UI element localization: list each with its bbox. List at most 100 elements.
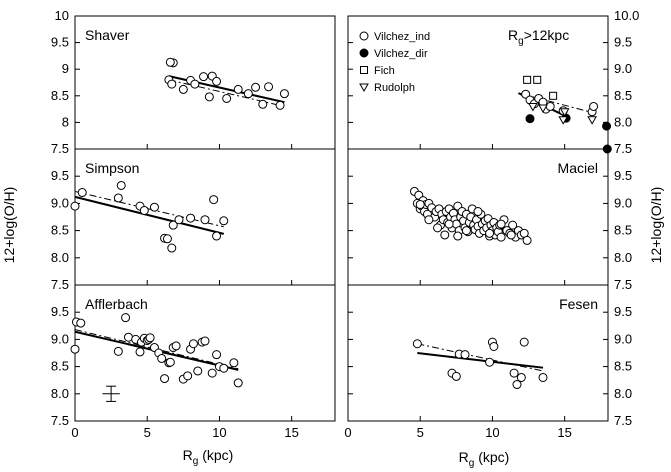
data-point	[160, 374, 170, 384]
data-point	[200, 215, 210, 225]
y-tick-label: 9.0	[614, 331, 632, 346]
panel-title: Maciel	[558, 160, 598, 176]
x-axis-label-right: Rg (kpc)	[459, 449, 510, 469]
data-point	[589, 101, 599, 111]
error-bar	[102, 385, 120, 402]
data-point	[549, 91, 558, 100]
data-point	[485, 357, 495, 367]
panel-title: Simpson	[85, 160, 139, 176]
data-point	[171, 341, 181, 351]
panel-afflerbach: 7.5 8.0 8.5 9.0 9.5 0 5 10 15 Afflerbach	[51, 284, 336, 440]
data-point	[602, 121, 612, 131]
data-point	[70, 344, 80, 354]
data-point	[489, 341, 499, 351]
fit-line-dashed	[74, 190, 224, 228]
y-tick-label: 9.0	[614, 61, 632, 76]
panel-r: 7.58.08.59.09.510.0Rg>12kpcVilchez_indVi…	[347, 8, 639, 156]
data-point	[453, 231, 463, 241]
panel-simpson: 7.5 8.0 8.5 9.0 9.5 Simpson	[51, 148, 336, 292]
panel-title: Afflerbach	[85, 296, 148, 312]
x-axis-label-left-main: R	[183, 447, 193, 463]
y-tick-label: 7.5	[51, 277, 69, 292]
data-point	[188, 339, 198, 349]
panel-title-sub: g	[518, 36, 524, 47]
data-point	[533, 75, 542, 84]
x-axis-label-right-unit: (kpc)	[474, 449, 509, 465]
data-point	[229, 358, 239, 368]
data-point	[258, 99, 268, 109]
panel-frame	[347, 284, 609, 422]
y-tick-label: 7.5	[51, 141, 69, 156]
legend-label: Vilchez_dir	[374, 48, 428, 60]
data-point	[77, 188, 87, 198]
data-point	[183, 371, 193, 381]
data-point	[212, 231, 222, 241]
x-tick-label: 0	[344, 425, 351, 440]
fit-line-dashed	[74, 329, 239, 370]
data-point	[528, 102, 538, 112]
y-tick-label: 7.5	[51, 413, 69, 428]
data-point	[212, 350, 222, 360]
x-tick-label: 10	[212, 425, 226, 440]
data-point	[521, 89, 531, 99]
data-point	[243, 89, 253, 99]
data-point	[509, 368, 519, 378]
data-point	[145, 333, 155, 343]
y-tick-label: 8.0	[614, 386, 632, 401]
y-tick-label: 8.0	[51, 250, 69, 265]
data-point	[186, 213, 196, 223]
data-point	[508, 220, 518, 230]
panel-title: Fesen	[559, 296, 598, 312]
y-tick-label: 8.5	[51, 88, 69, 103]
data-point	[473, 207, 483, 217]
x-axis-label-right-sub: g	[469, 458, 475, 469]
fit-line-dashed	[518, 92, 594, 114]
x-tick-label: 5	[417, 425, 424, 440]
data-point	[212, 76, 222, 86]
data-point	[200, 336, 210, 346]
x-tick-label: 15	[284, 425, 298, 440]
x-axis-label-left: Rg (kpc)	[183, 447, 234, 467]
data-point	[168, 220, 178, 230]
data-point	[523, 75, 532, 84]
data-point	[149, 202, 159, 212]
data-point	[219, 363, 229, 373]
panel-title: Rg>12kpc	[508, 27, 569, 47]
y-tick-label: 10	[55, 8, 69, 23]
x-axis-label-left-sub: g	[193, 456, 199, 467]
y-tick-label: 9.0	[51, 195, 69, 210]
y-tick-label: 9.5	[614, 304, 632, 319]
x-tick-label: 5	[144, 425, 151, 440]
panel-title-suffix: >12kpc	[524, 27, 570, 43]
legend-marker	[359, 31, 369, 41]
data-point	[167, 79, 177, 89]
data-point	[506, 230, 516, 240]
data-point	[415, 199, 425, 209]
fit-line-solid	[74, 195, 225, 235]
legend: Vilchez_ind Vilchez_dir Fich Rudolph	[359, 31, 430, 94]
y-tick-label: 8.5	[614, 359, 632, 374]
data-point	[558, 116, 569, 125]
y-tick-label: 8.0	[614, 114, 632, 129]
data-point	[167, 243, 177, 253]
data-point	[233, 84, 243, 94]
data-point	[412, 339, 422, 349]
data-point	[275, 100, 285, 110]
data-point	[461, 226, 471, 236]
data-point	[496, 232, 506, 242]
data-point	[587, 116, 597, 125]
data-point	[165, 57, 175, 67]
x-tick-label: 10	[485, 425, 499, 440]
y-tick-label: 8.5	[614, 223, 632, 238]
fit-line-dashed	[168, 79, 285, 107]
y-axis-label-right: 12+log(O/H)	[648, 187, 664, 264]
data-point	[496, 219, 506, 229]
y-tick-label: 8.5	[51, 223, 69, 238]
y-tick-label: 7.5	[614, 277, 632, 292]
data-point	[207, 368, 217, 378]
data-point	[209, 195, 219, 205]
data-point	[121, 313, 131, 323]
data-point	[522, 235, 532, 245]
fit-line-solid	[417, 352, 544, 369]
